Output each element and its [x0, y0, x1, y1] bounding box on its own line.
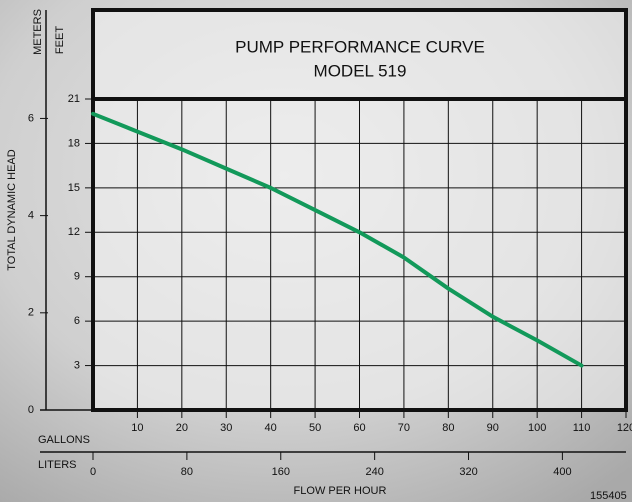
x-tick-label: 120 — [617, 422, 632, 434]
x2-tick-label: 160 — [272, 466, 290, 478]
x-tick-label: 110 — [573, 422, 591, 434]
y-axis-label: TOTAL DYNAMIC HEAD — [6, 149, 18, 270]
plot-frame — [91, 8, 628, 412]
y2-tick-label: 0 — [28, 404, 34, 416]
y-tick-label: 15 — [68, 182, 80, 194]
y-unit: FEET — [54, 26, 66, 54]
chart-subtitle: MODEL 519 — [314, 61, 407, 80]
x-tick-label: 60 — [353, 422, 365, 434]
x-tick-label: 50 — [309, 422, 321, 434]
x2-tick-label: 0 — [90, 466, 96, 478]
y-tick-label: 21 — [68, 93, 80, 105]
x2-unit: LITERS — [38, 459, 77, 471]
y2-tick-label: 2 — [28, 307, 34, 319]
x2-tick-label: 320 — [459, 466, 477, 478]
x-tick-label: 10 — [131, 422, 143, 434]
y-tick-label: 18 — [68, 137, 80, 149]
x-tick-label: 40 — [265, 422, 277, 434]
x-tick-label: 80 — [442, 422, 454, 434]
x-tick-label: 30 — [220, 422, 232, 434]
x-tick-label: 20 — [176, 422, 188, 434]
pump-curve — [91, 111, 584, 368]
x-tick-label: 90 — [487, 422, 499, 434]
x-axis-label: FLOW PER HOUR — [294, 485, 387, 497]
y-tick-label: 12 — [68, 226, 80, 238]
y-tick-label: 3 — [74, 359, 80, 371]
x2-tick-label: 240 — [365, 466, 383, 478]
x2-tick-label: 400 — [553, 466, 571, 478]
x-tick-label: 100 — [528, 422, 546, 434]
y-tick-label: 6 — [74, 315, 80, 327]
y-tick-label: 9 — [74, 271, 80, 283]
chart-title: PUMP PERFORMANCE CURVE — [235, 37, 485, 56]
x-tick-label: 70 — [398, 422, 410, 434]
y2-tick-label: 4 — [28, 210, 34, 222]
x2-tick-label: 80 — [181, 466, 193, 478]
x-unit: GALLONS — [38, 434, 90, 446]
y2-tick-label: 6 — [28, 112, 34, 124]
y2-unit: METERS — [32, 9, 44, 55]
annotation: 155405 — [590, 490, 627, 502]
